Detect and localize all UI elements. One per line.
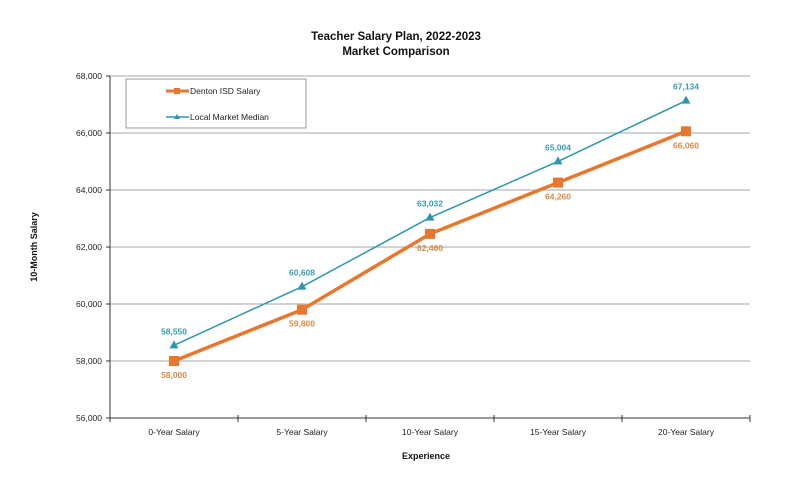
x-tick-label: 10-Year Salary xyxy=(402,427,459,437)
data-label-market: 67,134 xyxy=(673,82,699,92)
x-tick-label: 20-Year Salary xyxy=(658,427,715,437)
data-point-market xyxy=(425,212,435,221)
data-label-denton: 64,260 xyxy=(545,192,571,202)
series-line-market xyxy=(173,100,687,347)
data-point-denton xyxy=(553,177,563,188)
y-tick-label: 56,000 xyxy=(76,413,102,423)
y-tick-label: 64,000 xyxy=(76,185,102,195)
data-point-denton xyxy=(425,228,435,239)
x-tick-label: 0-Year Salary xyxy=(148,427,200,437)
y-tick-label: 68,000 xyxy=(76,71,102,81)
x-tick-label: 15-Year Salary xyxy=(530,427,587,437)
data-point-denton xyxy=(681,126,691,137)
data-point-market xyxy=(297,281,307,290)
data-label-market: 58,550 xyxy=(161,326,187,336)
chart-subtitle: Market Comparison xyxy=(342,46,449,58)
legend-triangle-marker-icon xyxy=(174,114,180,119)
data-label-denton: 66,060 xyxy=(673,140,699,150)
y-tick-label: 58,000 xyxy=(76,356,102,366)
data-point-market xyxy=(553,156,563,165)
data-label-market: 65,004 xyxy=(545,142,571,152)
y-tick-label: 60,000 xyxy=(76,299,102,309)
data-label-market: 60,608 xyxy=(289,268,315,278)
chart-title: Teacher Salary Plan, 2022-2023 xyxy=(311,31,481,43)
y-tick-label: 66,000 xyxy=(76,128,102,138)
legend-label-market: Local Market Median xyxy=(190,112,269,122)
data-label-market: 63,032 xyxy=(417,199,443,209)
data-label-denton: 62,460 xyxy=(417,243,443,253)
x-tick-label: 5-Year Salary xyxy=(276,427,328,437)
legend-label-denton: Denton ISD Salary xyxy=(190,86,261,96)
data-point-denton xyxy=(297,304,307,315)
data-point-market xyxy=(681,95,691,104)
legend-square-marker-icon xyxy=(174,88,180,94)
data-point-market xyxy=(169,340,179,349)
data-point-denton xyxy=(169,356,179,366)
x-axis-label: Experience xyxy=(402,451,450,461)
y-axis-label: 10-Month Salary xyxy=(29,212,39,282)
data-label-denton: 59,800 xyxy=(289,319,315,329)
y-tick-label: 62,000 xyxy=(76,242,102,252)
legend: Denton ISD Salary Local Market Median xyxy=(125,78,307,129)
data-label-denton: 58,000 xyxy=(161,370,187,380)
